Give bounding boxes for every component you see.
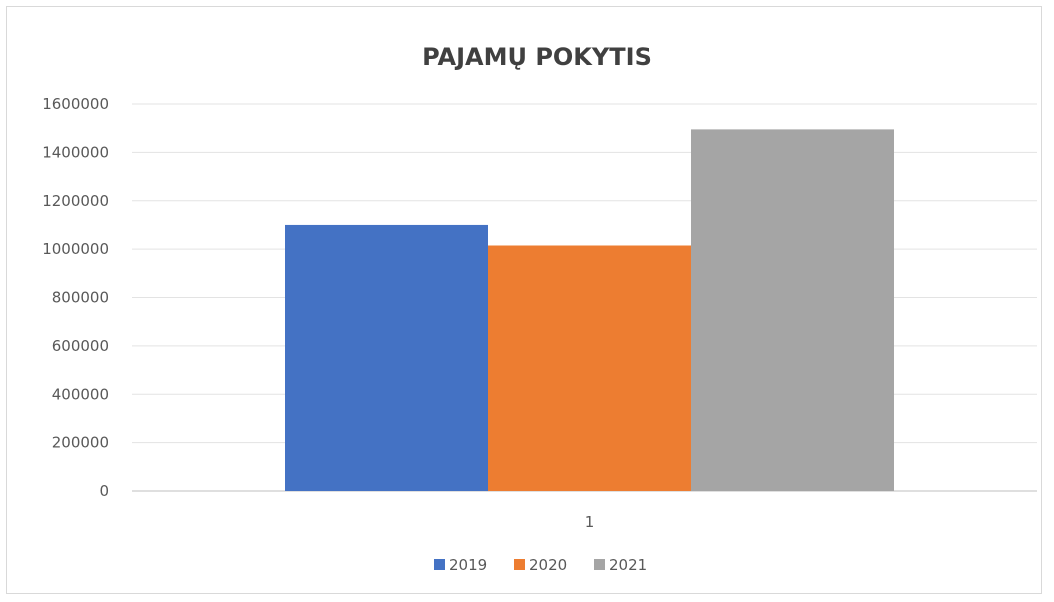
legend-item-2021: 2021 [594, 556, 647, 574]
bar-chart: PAJAMŲ POKYTIS 0 200000 400000 600000 800000… [42, 43, 1037, 574]
y-axis-tick-labels: 0 200000 400000 600000 800000 1000000 1200000 1… [42, 95, 109, 500]
legend-label: 2021 [609, 556, 647, 574]
y-tick-label: 1600000 [42, 95, 109, 113]
legend-item-2020: 2020 [514, 556, 567, 574]
y-tick-label: 0 [99, 482, 109, 500]
y-tick-label: 200000 [52, 434, 109, 452]
chart-frame: PAJAMŲ POKYTIS 0 200000 400000 600000 800000… [6, 6, 1042, 594]
legend-swatch [434, 559, 445, 570]
y-tick-label: 1000000 [42, 240, 109, 258]
legend-label: 2019 [449, 556, 487, 574]
bars [285, 129, 894, 491]
bar-2019 [285, 224, 488, 491]
bar-2020 [488, 245, 691, 491]
y-tick-label: 400000 [52, 385, 109, 403]
y-tick-label: 1200000 [42, 192, 109, 210]
legend-label: 2020 [529, 556, 567, 574]
legend: 2019 2020 2021 [434, 556, 647, 574]
x-category-label: 1 [585, 513, 595, 531]
legend-swatch [594, 559, 605, 570]
y-tick-label: 1400000 [42, 143, 109, 161]
chart-title: PAJAMŲ POKYTIS [422, 43, 652, 71]
y-tick-label: 600000 [52, 337, 109, 355]
bar-2021 [691, 129, 894, 491]
legend-item-2019: 2019 [434, 556, 487, 574]
legend-swatch [514, 559, 525, 570]
y-tick-label: 800000 [52, 289, 109, 307]
x-axis-category-labels: 1 [585, 513, 595, 531]
